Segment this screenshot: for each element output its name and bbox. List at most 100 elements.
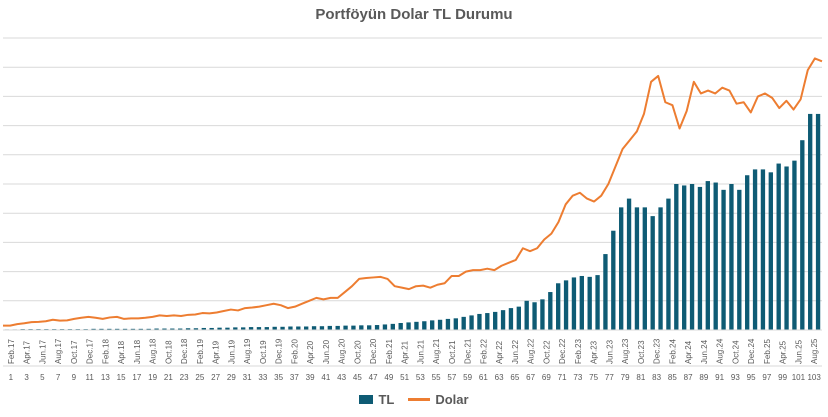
bar-tl <box>233 327 238 330</box>
x-tick-label-date: Jun.17 <box>38 339 47 364</box>
x-tick-label-date: Feb.17 <box>7 339 16 364</box>
bar-tl <box>311 326 317 330</box>
x-tick-label-index: 95 <box>747 373 756 382</box>
x-tick-label-date: Feb.21 <box>385 339 394 364</box>
x-tick-label-date: Oct.22 <box>542 340 551 364</box>
x-tick-label-index: 1 <box>9 373 14 382</box>
bar-tl <box>540 299 545 330</box>
x-tick-label-index: 85 <box>668 373 677 382</box>
bar-tl <box>185 328 191 330</box>
bar-tl <box>178 328 183 330</box>
x-tick-label-date: Oct.24 <box>731 340 740 364</box>
x-tick-label-index: 103 <box>807 373 821 382</box>
legend-item-dolar: Dolar <box>408 392 469 407</box>
x-tick-label-date: Apr.23 <box>590 340 599 364</box>
bar-tl <box>453 318 458 330</box>
x-tick-label-index: 77 <box>605 373 614 382</box>
bar-tl <box>280 326 285 330</box>
x-tick-label-date: Dec.19 <box>275 338 284 364</box>
x-tick-label-date: Jun.21 <box>416 339 425 364</box>
x-tick-label-index: 27 <box>211 373 220 382</box>
bar-tl <box>532 302 537 330</box>
bar-tl <box>445 318 451 330</box>
x-tick-label-date: Aug.17 <box>54 338 63 364</box>
bar-tl <box>272 326 277 330</box>
bar-tl <box>170 328 175 330</box>
bar-tl <box>815 113 821 330</box>
bar-tl <box>122 328 128 330</box>
bar-tl <box>579 275 584 330</box>
x-tick-label-date: Jun.22 <box>511 339 520 364</box>
bar-tl <box>800 140 805 330</box>
x-tick-label-index: 43 <box>337 373 346 382</box>
bar-tl <box>304 326 309 330</box>
x-tick-label-date: Dec.20 <box>369 338 378 364</box>
bar-tl <box>288 326 293 330</box>
bar-tl <box>485 313 490 330</box>
x-tick-label-date: Apr.20 <box>306 340 315 364</box>
x-tick-label-index: 79 <box>621 373 630 382</box>
x-tick-label-index: 39 <box>306 373 315 382</box>
x-tick-label-index: 61 <box>479 373 488 382</box>
bar-tl <box>296 326 301 330</box>
x-tick-label-date: Apr.17 <box>23 340 32 364</box>
x-tick-label-date: Feb.23 <box>574 339 583 364</box>
x-tick-label-index: 75 <box>589 373 598 382</box>
x-tick-label-index: 25 <box>195 373 204 382</box>
x-tick-label-date: Dec.23 <box>653 338 662 364</box>
x-tick-label-date: Feb.25 <box>763 339 772 364</box>
bar-tl <box>91 328 96 330</box>
bar-tl <box>146 328 151 330</box>
x-tick-label-index: 37 <box>290 373 299 382</box>
bar-tl <box>319 326 325 330</box>
bar-tl <box>674 184 679 330</box>
x-tick-label-index: 45 <box>353 373 362 382</box>
x-tick-label-date: Oct.18 <box>164 340 173 364</box>
bar-tl <box>666 198 671 330</box>
bar-tl <box>367 325 372 330</box>
x-tick-label-date: Apr.19 <box>212 340 221 364</box>
x-tick-label-date: Aug.18 <box>149 338 158 364</box>
x-tick-label-date: Aug.23 <box>621 338 630 364</box>
bar-tl <box>571 277 577 330</box>
bar-tl <box>705 181 710 330</box>
x-tick-label-index: 81 <box>636 373 645 382</box>
bar-tl <box>107 328 112 330</box>
x-tick-label-date: Dec.17 <box>86 338 95 364</box>
x-tick-label-index: 11 <box>85 373 94 382</box>
bar-tl <box>217 327 222 330</box>
x-tick-label-date: Oct.21 <box>448 340 457 364</box>
bar-tl <box>721 189 726 330</box>
bar-tl <box>587 276 592 330</box>
bar-tl <box>430 320 435 330</box>
x-tick-label-date: Dec.24 <box>747 338 756 364</box>
x-tick-label-index: 47 <box>369 373 378 382</box>
bar-tl <box>162 328 167 330</box>
bar-tl <box>414 321 419 330</box>
x-tick-label-date: Aug.22 <box>527 338 536 364</box>
x-tick-label-index: 89 <box>699 373 708 382</box>
bar-tl <box>516 306 521 330</box>
x-tick-label-date: Apr.24 <box>684 340 693 364</box>
bar-tl <box>634 207 640 330</box>
x-tick-label-index: 31 <box>243 373 252 382</box>
bar-tl <box>792 160 797 330</box>
bar-tl <box>658 207 663 330</box>
bar-tl <box>776 163 781 330</box>
x-tick-label-date: Aug.21 <box>432 338 441 364</box>
bar-tl <box>201 327 206 330</box>
x-tick-label-index: 19 <box>148 373 157 382</box>
bar-tl <box>406 322 411 330</box>
x-tick-label-index: 87 <box>684 373 693 382</box>
x-tick-label-index: 73 <box>573 373 582 382</box>
bar-tl <box>398 322 403 330</box>
bar-tl <box>689 184 695 330</box>
x-tick-label-index: 69 <box>542 373 551 382</box>
bar-tl <box>382 324 388 330</box>
x-tick-label-date: Aug.19 <box>243 338 252 364</box>
x-tick-label-index: 99 <box>778 373 787 382</box>
x-tick-label-index: 9 <box>72 373 77 382</box>
bar-tl <box>563 280 569 330</box>
